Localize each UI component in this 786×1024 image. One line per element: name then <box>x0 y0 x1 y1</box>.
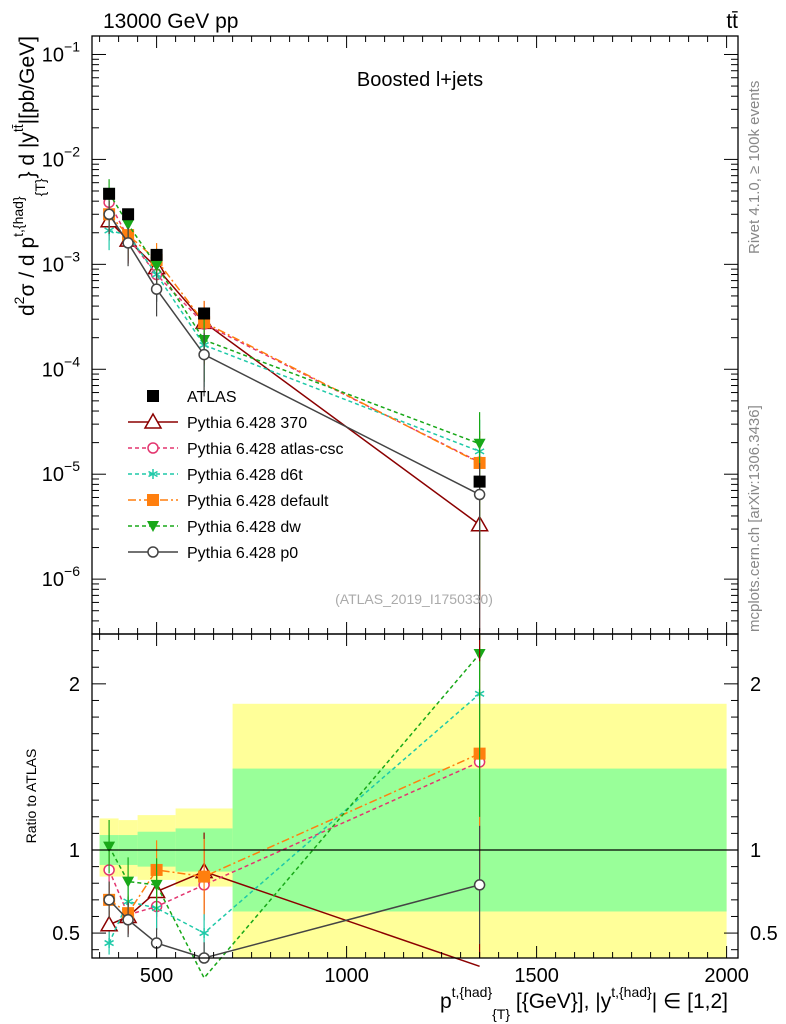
x-tick-label: 2000 <box>704 965 749 987</box>
ratio-point-3 <box>199 928 209 939</box>
y-tick-label: 10−4 <box>42 353 80 381</box>
legend-label: ATLAS <box>187 389 237 406</box>
process-label: tt̄ <box>726 10 738 33</box>
main-series <box>99 179 489 662</box>
legend-label: Pythia 6.428 dw <box>187 519 301 536</box>
ratio-y-tick-label: 2 <box>69 674 80 696</box>
ratio-point-6 <box>103 894 115 906</box>
legend: ATLAS Pythia 6.428 370 Pythia 6.428 atlas-… <box>128 389 344 562</box>
legend-marker-5 <box>147 521 159 532</box>
ratio-bands <box>99 703 727 958</box>
legend-label: Pythia 6.428 d6t <box>187 467 303 484</box>
ratio-frame <box>91 633 739 959</box>
ratio-y-tick-label-right: 0.5 <box>750 923 778 945</box>
legend-marker-3 <box>148 469 158 479</box>
ratio-y-tick-label: 0.5 <box>52 923 80 945</box>
mcplots-label: mcplots.cern.ch [arXiv:1306.3436] <box>746 405 763 632</box>
point-0 <box>198 307 211 320</box>
ratio-point-6 <box>473 879 486 891</box>
ratio-point-3-stroke <box>199 929 209 937</box>
legend-marker-3-stroke <box>148 470 158 478</box>
ratio-y-tick-label: 1 <box>69 840 80 862</box>
ratio-point-3-stroke <box>104 939 114 947</box>
y-tick-label: 10−6 <box>42 563 80 591</box>
legend-marker-0 <box>147 390 159 402</box>
ratio-point-5 <box>122 876 135 888</box>
legend-label: Pythia 6.428 370 <box>187 415 307 432</box>
point-6 <box>198 348 210 361</box>
legend-label: Pythia 6.428 p0 <box>187 545 298 562</box>
legend-marker-4 <box>147 494 159 506</box>
point-6 <box>473 488 486 501</box>
line-5 <box>108 192 480 445</box>
point-5 <box>150 260 163 272</box>
ratio-point-4 <box>198 870 211 883</box>
point-0 <box>473 475 486 488</box>
ratio-point-1 <box>99 915 119 932</box>
energy-label: 13000 GeV pp <box>103 10 238 33</box>
legend-marker-1 <box>143 412 163 429</box>
y-tick-label: 10−1 <box>42 38 80 66</box>
ratio-y-tick-label-right: 2 <box>750 674 761 696</box>
ratio-line-3 <box>108 693 481 944</box>
legend-label: Pythia 6.428 atlas-csc <box>187 441 344 458</box>
x-tick-label: 1000 <box>324 965 369 987</box>
point-5 <box>473 438 486 450</box>
y-tick-label: 10−2 <box>42 143 80 171</box>
y-tick-label: 10−5 <box>42 458 80 486</box>
panel-title: Boosted l+jets <box>357 69 483 91</box>
ratio-y-tick-label-right: 1 <box>750 840 761 862</box>
y-tick-label: 10−3 <box>42 248 80 276</box>
x-tick-label: 1500 <box>514 965 559 987</box>
ratio-point-5 <box>103 841 116 853</box>
rivet-version-label: Rivet 4.1.0, ≥ 100k events <box>746 80 763 254</box>
ratio-y-label: Ratio to ATLAS <box>23 749 39 844</box>
axes: 500 1000 1500 2000 10−6 10−5 10−4 10−3 10−2 10−1 0… <box>42 35 778 987</box>
point-5 <box>122 219 135 231</box>
point-6 <box>150 283 163 295</box>
point-6 <box>122 237 134 249</box>
y-axis-label: d2σ / d pt,{had}{T}} d |ytt̄|[pb/GeV] <box>10 36 48 316</box>
point-6 <box>103 208 115 221</box>
ratio-series <box>99 634 486 980</box>
point-0 <box>122 208 135 221</box>
point-0 <box>150 248 163 261</box>
x-axis-label: pt,{had}{T} [{GeV}], |yt,{had}| ∈ [1,2] <box>440 984 728 1022</box>
analysis-id: (ATLAS_2019_I1750330) <box>335 591 493 607</box>
legend-marker-6 <box>147 546 159 558</box>
legend-label: Pythia 6.428 default <box>187 493 329 510</box>
legend-marker-2 <box>147 442 159 454</box>
point-0 <box>103 187 116 200</box>
ratio-point-5 <box>150 879 163 891</box>
ratio-point-3 <box>104 938 114 949</box>
x-tick-label: 500 <box>140 965 173 987</box>
ratio-point-6 <box>122 914 134 926</box>
